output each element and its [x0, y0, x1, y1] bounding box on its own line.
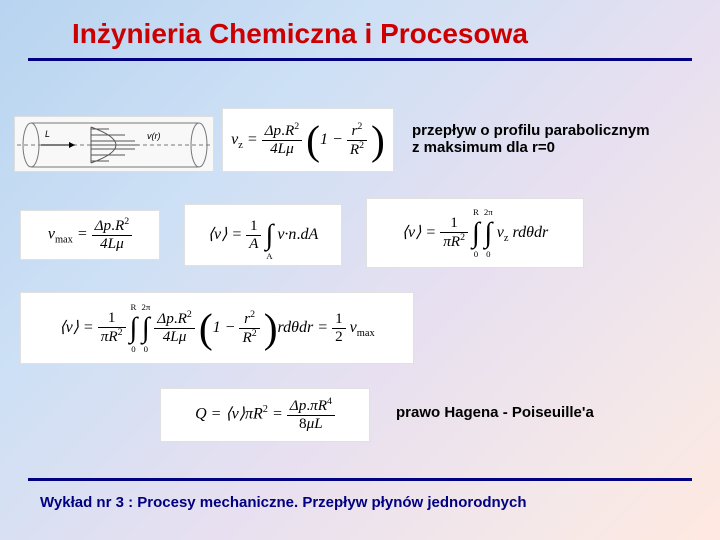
note-line1: przepływ o profilu parabolicznym [412, 122, 650, 139]
eq-avg-def: ⟨v⟩ = 1A ∫A v·n.dA [184, 204, 342, 266]
pipe-diagram: L v(r) [14, 116, 214, 172]
svg-text:L: L [45, 129, 50, 139]
footer-text: Wykład nr 3 : Procesy mechaniczne. Przep… [40, 494, 527, 511]
rule-bottom [28, 478, 692, 481]
note-line2: z maksimum dla r=0 [412, 139, 650, 156]
eq-avg-double: ⟨v⟩ = 1πR2 R∫0 2π∫0 vz rdθdr [366, 198, 584, 268]
eq-Q: Q = ⟨v⟩πR2 = Δp.πR48μL [160, 388, 370, 442]
eq-vmax: vmax = Δp.R24Lμ [20, 210, 160, 260]
eq-avg-full: ⟨v⟩ = 1πR2 R∫0 2π∫0 Δp.R24Lμ (1 − r2R2 )… [20, 292, 414, 364]
page-title: Inżynieria Chemiczna i Procesowa [72, 18, 528, 50]
note-hagen: prawo Hagena - Poiseuille'a [396, 404, 594, 421]
note-parabolic: przepływ o profilu parabolicznym z maksi… [412, 122, 650, 156]
slide: Inżynieria Chemiczna i Procesowa L v(r) … [0, 0, 720, 540]
rule-top [28, 58, 692, 61]
svg-text:v(r): v(r) [147, 131, 161, 141]
eq-vz: vz = Δp.R24Lμ (1 − r2R2 ) [222, 108, 394, 172]
